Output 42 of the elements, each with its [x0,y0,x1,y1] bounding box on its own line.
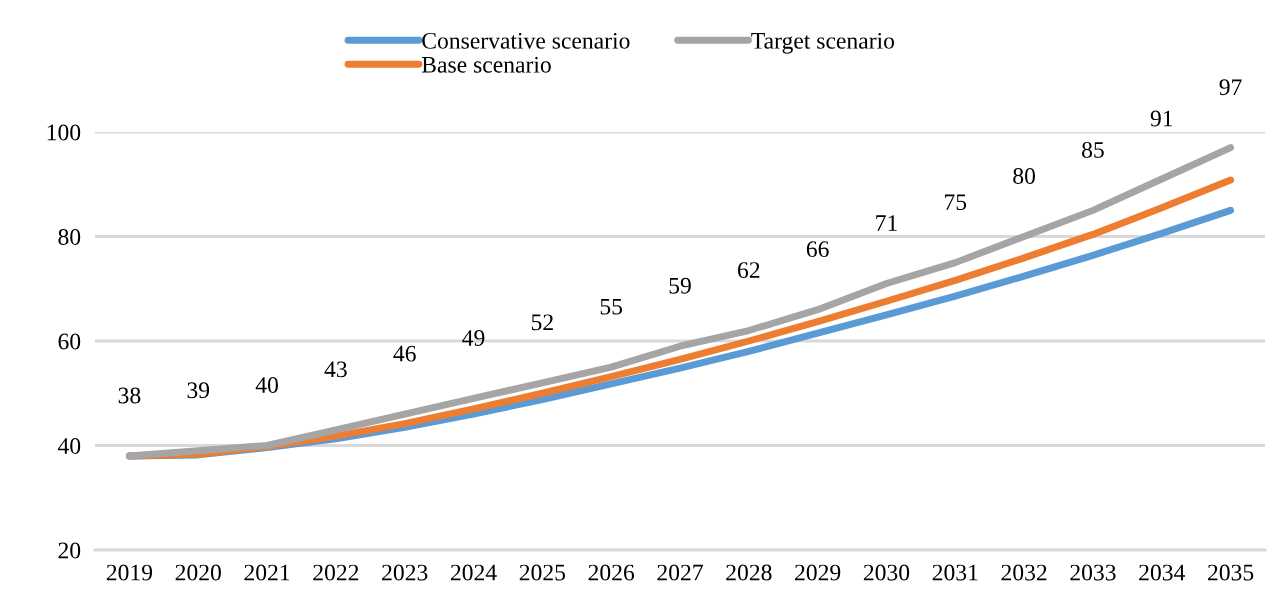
data-label: 62 [738,262,760,278]
data-label: 52 [531,314,553,331]
data-label: 46 [393,345,416,362]
x-tick-label: 2021 [244,564,290,581]
x-tick-label: 2020 [175,564,221,581]
legend-label: Conservative scenario [422,32,630,49]
data-label: 49 [462,330,485,346]
data-label: 80 [1013,168,1036,184]
x-tick-label: 2025 [519,564,566,581]
legend-label: Base scenario [421,56,551,73]
data-label: 43 [324,361,347,378]
data-label: 38 [118,387,141,404]
data-label: 85 [1082,141,1104,158]
data-label: 71 [876,215,897,231]
x-tick-label: 2030 [863,564,910,581]
data-label: 66 [806,241,829,258]
data-label: 59 [669,277,691,294]
x-tick-label: 2033 [1070,564,1116,581]
y-tick-label: 20 [58,542,81,559]
x-tick-label: 2022 [313,564,359,581]
data-label: 55 [600,298,623,315]
data-label: 39 [187,382,210,399]
y-tick-label: 80 [58,228,81,245]
y-tick-label: 60 [58,333,81,350]
x-tick-label: 2029 [795,564,841,581]
x-tick-label: 2034 [1139,564,1186,581]
data-label: 40 [255,377,278,393]
y-tick-label: 100 [47,124,81,141]
x-tick-label: 2023 [382,564,428,581]
x-tick-label: 2032 [1001,564,1047,581]
legend-label: Target scenario [751,32,895,54]
data-label: 97 [1219,79,1242,96]
x-tick-label: 2019 [106,564,153,581]
data-label: 75 [945,194,967,211]
x-tick-label: 2027 [657,564,703,581]
x-tick-label: 2026 [588,564,635,581]
x-tick-label: 2031 [932,564,978,581]
data-label: 91 [1150,110,1173,127]
y-tick-label: 40 [57,437,81,454]
x-tick-label: 2028 [726,564,772,581]
x-tick-label: 2035 [1208,564,1254,581]
x-tick-label: 2024 [450,564,497,581]
